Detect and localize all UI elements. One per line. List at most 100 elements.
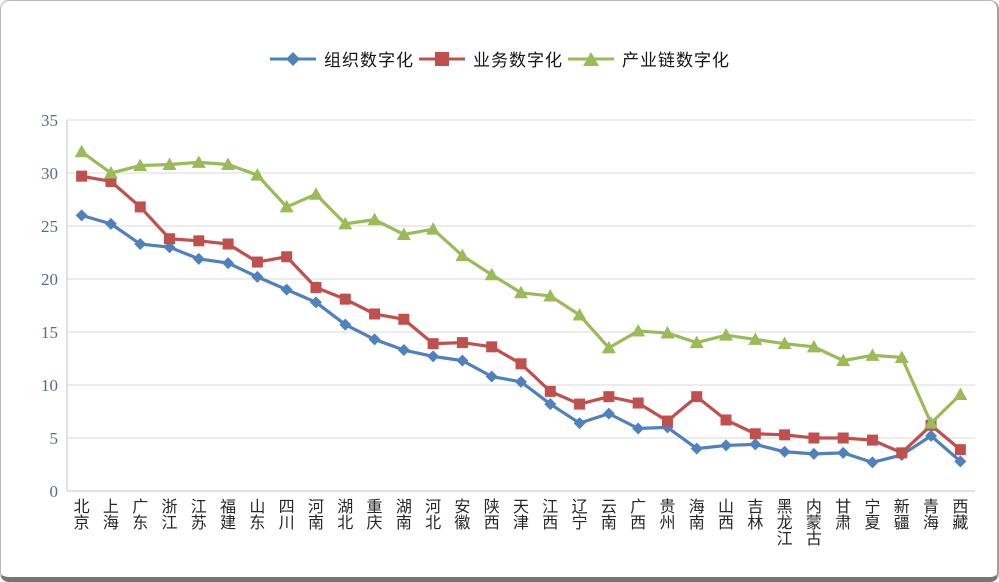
legend-label: 组织数字化 <box>324 51 414 70</box>
data-point-marker <box>222 257 235 270</box>
data-point-marker <box>514 285 528 299</box>
x-axis-category-label: 天津 <box>513 499 529 532</box>
data-point-marker <box>279 199 294 213</box>
data-point-marker <box>515 358 527 370</box>
data-point-marker <box>691 391 703 403</box>
x-axis-category-label: 新疆 <box>894 498 910 532</box>
x-axis-category-label: 湖南 <box>396 498 412 532</box>
data-point-marker <box>779 429 791 441</box>
data-point-marker <box>925 429 938 442</box>
data-point-marker <box>603 391 615 403</box>
legend-item-org: 组织数字化 <box>269 46 414 71</box>
data-point-marker <box>104 217 117 230</box>
data-point-marker <box>544 398 557 411</box>
x-axis-category-label: 山东 <box>249 498 265 532</box>
data-point-marker <box>748 332 763 345</box>
data-point-marker <box>896 447 908 459</box>
data-point-marker <box>486 341 498 353</box>
data-point-marker <box>543 288 558 302</box>
data-point-marker <box>777 336 792 350</box>
x-axis-category-label: 广西 <box>630 498 646 532</box>
legend-diamond-marker-icon <box>270 51 316 66</box>
x-axis-category-label: 陕西 <box>484 498 500 532</box>
data-point-marker <box>602 407 615 420</box>
data-point-marker <box>338 216 353 230</box>
legend-label: 业务数字化 <box>473 51 563 70</box>
data-point-marker <box>222 238 234 250</box>
data-point-marker <box>806 339 821 353</box>
triangle-icon <box>583 51 599 66</box>
data-point-marker <box>574 398 586 410</box>
data-point-marker <box>339 293 351 305</box>
data-point-marker <box>720 414 732 426</box>
x-axis-category-label: 甘肃 <box>835 498 851 532</box>
series-line <box>81 174 962 455</box>
legend-label: 产业链数字化 <box>622 51 730 70</box>
x-axis-category-label: 四川 <box>279 499 295 532</box>
data-point-marker <box>367 212 382 226</box>
data-point-marker <box>164 233 176 245</box>
x-axis-category-label: 吉林 <box>747 498 763 532</box>
data-point-marker <box>515 375 527 388</box>
data-point-marker <box>484 267 499 281</box>
data-point-marker <box>193 235 205 247</box>
data-point-marker <box>192 252 205 265</box>
data-point-marker <box>749 438 762 451</box>
data-point-marker <box>720 439 733 452</box>
y-axis-tick-label: 35 <box>41 111 58 130</box>
data-point-marker <box>368 333 381 346</box>
data-point-marker <box>866 456 879 469</box>
data-point-marker <box>105 175 117 187</box>
data-point-marker <box>924 416 939 429</box>
x-axis-category-label: 西藏 <box>952 499 968 532</box>
data-point-marker <box>632 422 645 435</box>
data-point-marker <box>396 227 411 240</box>
data-point-marker <box>76 170 88 182</box>
data-point-marker <box>281 251 293 263</box>
data-point-marker <box>865 348 880 361</box>
data-point-marker <box>339 318 352 331</box>
data-point-marker <box>749 428 761 440</box>
x-axis-category-label: 海南 <box>689 498 705 532</box>
data-point-marker <box>601 340 616 354</box>
data-point-marker <box>778 445 791 458</box>
x-axis-category-label: 广东 <box>132 498 148 532</box>
y-axis-tick-label: 0 <box>50 482 59 501</box>
data-point-marker <box>369 308 381 320</box>
x-axis-category-label: 山西 <box>718 498 734 532</box>
y-axis-tick-label: 30 <box>41 164 58 183</box>
data-point-marker <box>660 326 675 339</box>
x-axis-category-label: 内蒙古 <box>806 498 822 548</box>
data-point-marker <box>632 397 644 409</box>
y-axis-tick-label: 15 <box>41 323 58 342</box>
data-point-marker <box>103 166 118 179</box>
data-point-marker <box>427 350 440 363</box>
legend-triangle-marker-icon <box>568 51 614 66</box>
legend-square-marker-icon <box>419 51 465 66</box>
data-point-marker <box>250 168 265 181</box>
data-point-marker <box>427 338 439 350</box>
data-point-marker <box>309 296 322 309</box>
data-point-marker <box>310 281 322 293</box>
legend-item-business: 业务数字化 <box>418 46 563 71</box>
data-point-marker <box>954 455 967 468</box>
data-point-marker <box>690 442 703 455</box>
data-point-marker <box>426 222 441 235</box>
data-point-marker <box>631 323 646 337</box>
data-point-marker <box>573 417 586 430</box>
data-point-marker <box>808 432 820 444</box>
data-point-marker <box>689 335 704 349</box>
data-point-marker <box>308 187 323 200</box>
data-point-marker <box>162 157 177 171</box>
data-point-marker <box>837 432 849 444</box>
x-axis-category-label: 安徽 <box>454 498 470 532</box>
diamond-icon <box>286 51 300 66</box>
data-point-marker <box>866 434 878 446</box>
x-axis-category-label: 江西 <box>542 498 558 532</box>
data-point-marker <box>221 157 236 171</box>
square-icon <box>435 51 449 66</box>
chart-legend: 组织数字化 业务数字化 产业链数字化 <box>0 46 999 71</box>
data-point-marker <box>280 283 293 296</box>
y-axis-tick-label: 5 <box>50 429 59 448</box>
